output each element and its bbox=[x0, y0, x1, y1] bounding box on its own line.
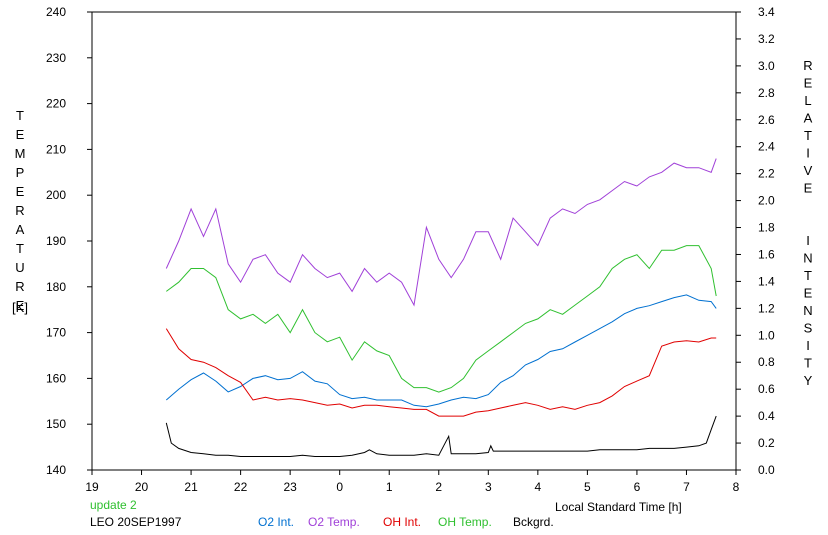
legend-entry: Bckgrd. bbox=[513, 515, 554, 529]
y-right-tick-label: 2.2 bbox=[758, 167, 775, 181]
y-left-label-letter: E bbox=[16, 127, 25, 142]
y-right-tick-label: 1.2 bbox=[758, 301, 775, 315]
x-tick-label: 1 bbox=[386, 480, 393, 494]
y-right-label-letter: V bbox=[804, 163, 813, 178]
y-left-label-letter: P bbox=[16, 165, 25, 180]
y-right-tick-label: 2.4 bbox=[758, 140, 775, 154]
y-right-label-letter: L bbox=[804, 93, 811, 108]
y-left-tick-label: 200 bbox=[46, 188, 66, 202]
x-tick-label: 2 bbox=[435, 480, 442, 494]
y-right-tick-label: 2.0 bbox=[758, 194, 775, 208]
legend-entry: O2 Int. bbox=[258, 515, 294, 529]
y-axis-right: 0.0 0.2 0.4 0.6 0.8 1.0 1.2 1.4 1.6 1.8 2.0 2.2 2.4 2… bbox=[736, 5, 775, 477]
y-left-label-letter: E bbox=[16, 298, 25, 313]
x-tick-label: 7 bbox=[683, 480, 690, 494]
legend-entry: OH Temp. bbox=[438, 515, 492, 529]
y-right-tick-label: 3.0 bbox=[758, 59, 775, 73]
series-line-oh-int bbox=[165, 328, 717, 417]
y-right-tick-label: 3.2 bbox=[758, 32, 775, 46]
y-axis-left: 140 150 160 170 180 190 200 210 220 230 240 bbox=[46, 5, 92, 477]
update-annotation: update 2 bbox=[90, 498, 137, 512]
y-left-tick-label: 180 bbox=[46, 280, 66, 294]
y-left-tick-label: 190 bbox=[46, 234, 66, 248]
y-right-label-letter: R bbox=[803, 58, 812, 73]
y-right-tick-label: 0.4 bbox=[758, 409, 775, 423]
y-right-label-letter: T bbox=[804, 268, 812, 283]
y-right-tick-label: 1.0 bbox=[758, 328, 775, 342]
y-left-label-letter: T bbox=[16, 108, 24, 123]
y-right-tick-label: 2.6 bbox=[758, 113, 775, 127]
x-tick-label: 21 bbox=[184, 480, 198, 494]
y-left-label-letter: T bbox=[16, 241, 24, 256]
x-tick-label: 8 bbox=[733, 480, 740, 494]
x-tick-label: 6 bbox=[634, 480, 641, 494]
y-right-label-letter: E bbox=[804, 286, 813, 301]
y-right-label-letter: S bbox=[804, 321, 813, 336]
y-axis-left-unit: [K] bbox=[12, 300, 28, 315]
legend-entry: OH Int. bbox=[383, 515, 421, 529]
y-right-tick-label: 3.4 bbox=[758, 5, 775, 19]
y-right-tick-label: 1.6 bbox=[758, 247, 775, 261]
y-right-label-letter: E bbox=[804, 181, 813, 196]
y-right-label-letter: T bbox=[804, 356, 812, 371]
y-left-tick-label: 230 bbox=[46, 51, 66, 65]
y-right-label-letter: I bbox=[806, 233, 810, 248]
y-right-tick-label: 1.4 bbox=[758, 274, 775, 288]
y-left-label-letter: M bbox=[15, 146, 26, 161]
station-annotation: LEO 20SEP1997 bbox=[90, 515, 182, 529]
x-axis: 19 20 21 22 23 0 1 2 3 4 5 6 7 8 bbox=[85, 470, 740, 494]
series-lines bbox=[165, 158, 717, 457]
series-line-o2-int bbox=[165, 294, 717, 408]
series-line-bckgrd bbox=[165, 415, 717, 457]
y-right-label-letter: T bbox=[804, 128, 812, 143]
x-tick-label: 22 bbox=[234, 480, 248, 494]
y-left-label-letter: E bbox=[16, 184, 25, 199]
y-left-tick-label: 150 bbox=[46, 417, 66, 431]
y-right-label-letter: I bbox=[806, 338, 810, 353]
series-line-o2-temp bbox=[165, 158, 717, 307]
y-left-tick-label: 220 bbox=[46, 97, 66, 111]
x-tick-label: 5 bbox=[584, 480, 591, 494]
y-left-tick-label: 170 bbox=[46, 326, 66, 340]
y-left-label-letter: R bbox=[15, 279, 24, 294]
plot-frame bbox=[91, 11, 737, 471]
y-right-label-letter: I bbox=[806, 146, 810, 161]
x-tick-label: 23 bbox=[283, 480, 297, 494]
y-right-tick-label: 1.8 bbox=[758, 221, 775, 235]
y-right-tick-label: 2.8 bbox=[758, 86, 775, 100]
y-right-label-letter: E bbox=[804, 76, 813, 91]
y-left-tick-label: 140 bbox=[46, 463, 66, 477]
y-right-label-letter: N bbox=[803, 251, 812, 266]
y-right-label-letter: Y bbox=[804, 373, 813, 388]
x-tick-label: 20 bbox=[135, 480, 149, 494]
y-left-tick-label: 240 bbox=[46, 5, 66, 19]
y-right-tick-label: 0.2 bbox=[758, 436, 775, 450]
legend-entry: O2 Temp. bbox=[308, 515, 360, 529]
x-tick-label: 4 bbox=[535, 480, 542, 494]
y-right-tick-label: 0.0 bbox=[758, 463, 775, 477]
x-tick-label: 3 bbox=[485, 480, 492, 494]
x-axis-label: Local Standard Time [h] bbox=[555, 500, 682, 514]
y-right-tick-label: 0.8 bbox=[758, 355, 775, 369]
y-right-label-letter: N bbox=[803, 303, 812, 318]
y-left-label-letter: R bbox=[15, 203, 24, 218]
y-left-label-letter: A bbox=[16, 222, 25, 237]
y-left-tick-label: 210 bbox=[46, 142, 66, 156]
y-left-label-letter: U bbox=[15, 260, 24, 275]
x-tick-label: 19 bbox=[85, 480, 99, 494]
y-right-label-letter: A bbox=[804, 111, 813, 126]
y-left-tick-label: 160 bbox=[46, 371, 66, 385]
legend: O2 Int. O2 Temp. OH Int. OH Temp. Bckgrd. bbox=[258, 515, 554, 529]
x-tick-label: 0 bbox=[336, 480, 343, 494]
y-right-tick-label: 0.6 bbox=[758, 382, 775, 396]
series-line-oh-temp bbox=[166, 245, 717, 393]
